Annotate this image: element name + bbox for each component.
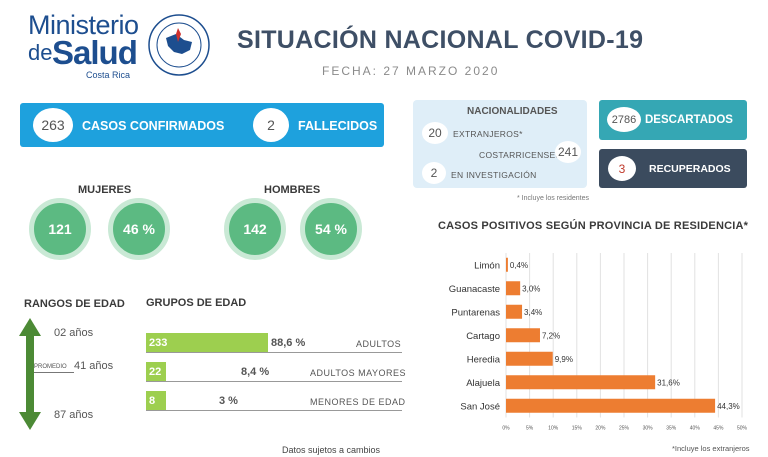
men-title: HOMBRES [264,184,321,196]
chart-bar [506,351,553,366]
age-group-bar-adults: 233 [146,333,268,352]
chart-data-label: 3,0% [522,284,540,293]
chart-bar [506,257,508,272]
age-range-arrow-icon [19,318,41,430]
chart-title: CASOS POSITIVOS SEGÚN PROVINCIA DE RESID… [438,220,749,232]
chart-x-tick-label: 10% [548,426,559,432]
age-avg-label: PROMEDIO [34,364,67,370]
chart-data-label: 44,3% [717,402,740,411]
local-label: COSTARRICENSES [479,150,562,160]
confirmed-deaths-bar [20,103,384,147]
chart-category-label: Puntarenas [451,307,500,318]
investigation-count: 2 [422,162,446,184]
age-group-row-seniors [146,362,402,382]
age-min: 02 años [54,327,94,339]
age-max: 87 años [54,409,94,421]
age-group-pct-minors: 3 % [219,395,238,407]
logo-salud: Salud [52,34,138,71]
men-percent: 54 % [300,198,362,260]
deaths-label: FALLECIDOS [298,119,378,133]
women-count: 121 [29,198,91,260]
women-percent: 46 % [108,198,170,260]
report-date: FECHA: 27 MARZO 2020 [322,64,500,78]
age-group-bar-minors: 8 [146,391,166,410]
women-title: MUJERES [78,184,132,196]
age-group-label-seniors: ADULTOS MAYORES [310,368,407,378]
chart-x-tick-label: 20% [595,426,606,432]
chart-category-label: Cartago [466,331,500,342]
chart-x-tick-label: 5% [526,426,534,432]
chart-x-tick-label: 30% [643,426,654,432]
discarded-label: DESCARTADOS [645,114,733,126]
foreign-label: EXTRANJEROS* [453,129,523,139]
province-chart: 0% 5% 10% 15% 20% 25% 30% 35% 40% 45% 50% Limón 0,4%… [449,253,748,432]
confirmed-count: 263 [33,108,73,142]
age-avg: 41 años [74,360,114,372]
recovered-label: RECUPERADOS [649,163,731,175]
chart-x-tick-label: 15% [572,426,583,432]
chart-data-label: 0,4% [510,261,528,270]
chart-x-tick-label: 40% [690,426,701,432]
page-title: SITUACIÓN NACIONAL COVID-19 [237,26,644,54]
age-avg-line [34,372,74,373]
nationalities-note: * Incluye los residentes [517,195,589,202]
logo-de: de [28,40,53,65]
deaths-count: 2 [253,108,289,142]
chart-x-tick-label: 35% [666,426,677,432]
chart-bar [506,328,540,343]
confirmed-label: CASOS CONFIRMADOS [82,119,225,133]
chart-category-label: Guanacaste [449,284,500,295]
age-group-row-minors [146,391,402,411]
ministry-seal-icon [148,14,210,76]
chart-bar [506,281,521,296]
chart-category-label: Heredia [467,354,501,365]
age-group-pct-adults: 88,6 % [271,337,306,349]
age-group-row-adults [146,333,402,353]
chart-bar [506,375,656,390]
chart-bar [506,398,716,413]
foreign-count: 20 [422,122,448,144]
chart-category-label: Alajuela [466,378,501,389]
local-count: 241 [555,141,581,163]
chart-data-label: 7,2% [542,331,560,340]
age-ranges-title: RANGOS DE EDAD [24,298,125,310]
chart-x-tick-label: 50% [737,426,748,432]
logo-ministerio: Ministerio [28,10,139,40]
discarded-count: 2786 [607,107,641,132]
chart-data-label: 3,4% [524,308,542,317]
chart-x-tick-label: 25% [619,426,630,432]
logo-country: Costa Rica [86,70,131,80]
age-groups-title: GRUPOS DE EDAD [146,297,247,309]
footer-note: Datos sujetos a cambios [282,445,381,455]
chart-data-label: 31,6% [657,378,680,387]
chart-bar [506,304,523,319]
age-group-pct-seniors: 8,4 % [241,366,270,378]
chart-category-label: Limón [474,260,500,271]
chart-note: *Incluye los extranjeros [672,444,750,453]
nationalities-title: NACIONALIDADES [467,106,558,117]
chart-x-tick-label: 0% [502,426,510,432]
age-group-bar-seniors: 22 [146,362,166,381]
recovered-count: 3 [608,156,636,181]
chart-data-label: 9,9% [555,355,573,364]
age-group-label-minors: MENORES DE EDAD [310,397,406,407]
men-count: 142 [224,198,286,260]
chart-x-tick-label: 45% [713,426,724,432]
chart-category-label: San José [460,401,500,412]
age-group-label-adults: ADULTOS [356,339,402,349]
investigation-label: EN INVESTIGACIÓN [451,170,537,180]
